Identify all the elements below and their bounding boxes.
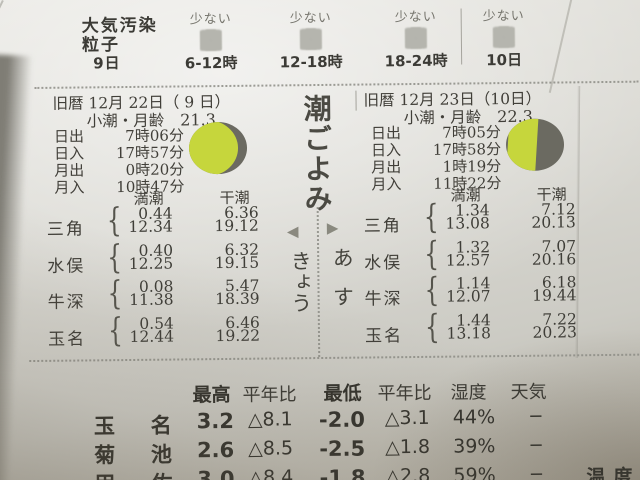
high-temp: 2.6	[196, 437, 235, 463]
tide-calendar-title: 潮ごよみ	[299, 93, 334, 215]
left-arrow-icon: ◀	[286, 222, 299, 241]
low-tide-time: 20.13	[531, 213, 576, 232]
high-tide-time: 12.57	[445, 251, 491, 270]
place-name: 水俣	[364, 253, 403, 274]
moon-lit-area	[506, 118, 539, 172]
low-temp: -1.8	[319, 465, 366, 480]
header-weather: 天気	[510, 381, 547, 404]
particle-icon	[404, 26, 428, 50]
tide-row: 牛深{ 1.14 12.07 6.18 19.44	[357, 270, 623, 310]
high-tide-time: 12.34	[128, 217, 173, 237]
low-deviation: △1.8	[385, 435, 431, 459]
high-deviation: △8.5	[248, 437, 294, 460]
low-deviation: △3.1	[384, 406, 430, 430]
air-quality-time: 6-12時	[184, 53, 238, 73]
dotted-divider-vertical	[316, 207, 321, 358]
place-name: 水俣	[47, 256, 86, 277]
tide-row: 三角{ 0.44 12.34 6.36 19.12	[40, 200, 306, 240]
high-tide-time: 11.38	[129, 290, 174, 310]
air-quality-status: 少ない	[289, 10, 332, 27]
low-deviation: △2.8	[385, 464, 431, 480]
low-tide-time: 19.44	[532, 286, 577, 305]
place-name: 玉名	[364, 326, 404, 347]
high-deviation: △8.1	[247, 408, 293, 431]
moon-lit-area	[188, 121, 239, 175]
air-quality-time: 12-18時	[279, 52, 343, 72]
humidity-value: 59%	[453, 464, 496, 480]
header-high: 最高	[192, 383, 231, 407]
tomorrow-label: あす	[330, 246, 355, 325]
tide-row: 水俣{ 1.32 12.57 7.07 20.16	[357, 234, 623, 274]
high-tide-time: 13.18	[446, 324, 492, 343]
air-quality-time: 18-24時	[384, 51, 448, 71]
air-quality-day-label: 9日	[93, 54, 121, 73]
header-humidity: 湿度	[450, 382, 487, 404]
air-quality-slot: 少ない 18-24時	[376, 6, 457, 72]
air-quality-slot: 少ない 12-18時	[271, 7, 352, 73]
weather-value: −	[528, 463, 545, 480]
high-tide-time: 13.08	[445, 214, 490, 233]
air-quality-day-label: 10日	[486, 50, 523, 70]
humidity-value: 44%	[452, 406, 496, 429]
tide-row: 玉名{ 1.44 13.18 7.22 20.23	[358, 307, 624, 347]
low-tide-time: 20.16	[531, 250, 577, 269]
high-temp: 3.2	[196, 408, 235, 434]
weather-row: 玉名 3.2 △8.1 -2.0 △3.1 44% −	[2, 405, 640, 439]
place-name: 牛深	[47, 292, 86, 313]
time-label: 月入	[371, 175, 402, 194]
low-temp: -2.0	[318, 407, 366, 433]
low-tide-time: 19.15	[214, 253, 260, 273]
sunrise-row: 日出 7時05分	[371, 121, 501, 142]
air-quality-next-day: 少ない 10日	[464, 5, 545, 71]
divider-line	[460, 8, 463, 65]
header-low-dev: 平年比	[377, 382, 432, 405]
tide-row: 三角{ 1.34 13.08 7.12 20.13	[357, 197, 623, 237]
weather-value: −	[528, 405, 544, 427]
moon-phase-icon	[505, 118, 565, 172]
moon-phase-icon	[188, 121, 248, 175]
place-name: 三角	[46, 219, 85, 240]
today-label: きょう	[288, 250, 313, 314]
tide-row: 牛深{ 0.08 11.38 5.47 18.39	[40, 273, 306, 313]
right-arrow-icon: ▶	[326, 218, 339, 237]
particle-icon	[492, 25, 515, 49]
clipped-text-fragment: 温度	[586, 465, 640, 480]
high-tide-time: 12.44	[129, 327, 175, 346]
header-high-dev: 平年比	[242, 384, 297, 406]
place-name: 玉名	[47, 329, 87, 350]
moonrise-row: 月出 1時19分	[371, 155, 501, 176]
high-temp: 3.0	[197, 466, 235, 480]
low-temp: -2.5	[319, 436, 366, 462]
low-tide-time: 19.12	[214, 216, 259, 236]
high-tide-time: 12.07	[446, 287, 491, 306]
low-tide-time: 20.23	[532, 323, 578, 342]
air-quality-slot: 少ない 6-12時	[171, 8, 252, 74]
low-tide-time: 18.39	[215, 289, 260, 309]
air-quality-status: 少ない	[482, 8, 525, 25]
moonrise-row: 月出 0時20分	[54, 158, 184, 179]
weather-value: −	[528, 434, 544, 456]
time-label: 月入	[54, 178, 85, 197]
humidity-value: 39%	[453, 435, 496, 458]
tide-row: 水俣{ 0.40 12.25 6.32 19.15	[40, 237, 306, 277]
air-quality-status: 少ない	[189, 11, 232, 28]
tide-panel-tomorrow: 旧暦 12月 23日（10日） 小潮・月齢 22.3 日出 7時05分 日入 17時5…	[355, 85, 624, 356]
particle-icon	[199, 29, 223, 52]
place-name: 牛深	[364, 289, 403, 310]
sunset-row: 日入 17時58分	[371, 138, 501, 159]
sunrise-row: 日出 7時06分	[54, 124, 184, 145]
particle-icon	[299, 27, 323, 51]
tide-row: 玉名{ 0.54 12.44 6.46 19.22	[41, 310, 307, 350]
place-name: 三角	[363, 216, 402, 237]
high-deviation: △8.4	[248, 466, 294, 480]
sunset-row: 日入 17時57分	[54, 141, 184, 162]
high-tide-time: 12.25	[128, 254, 174, 274]
low-tide-time: 19.22	[215, 326, 261, 346]
weather-row: 菊池 2.6 △8.5 -2.5 △1.8 39% −	[2, 434, 640, 468]
header-low: 最低	[323, 382, 362, 405]
air-quality-status: 少ない	[394, 9, 437, 26]
tide-panel-today: 旧暦 12月 22日（ 9 日） 小潮・月齢 21.3 日出 7時06分 日入 17時…	[38, 88, 307, 359]
